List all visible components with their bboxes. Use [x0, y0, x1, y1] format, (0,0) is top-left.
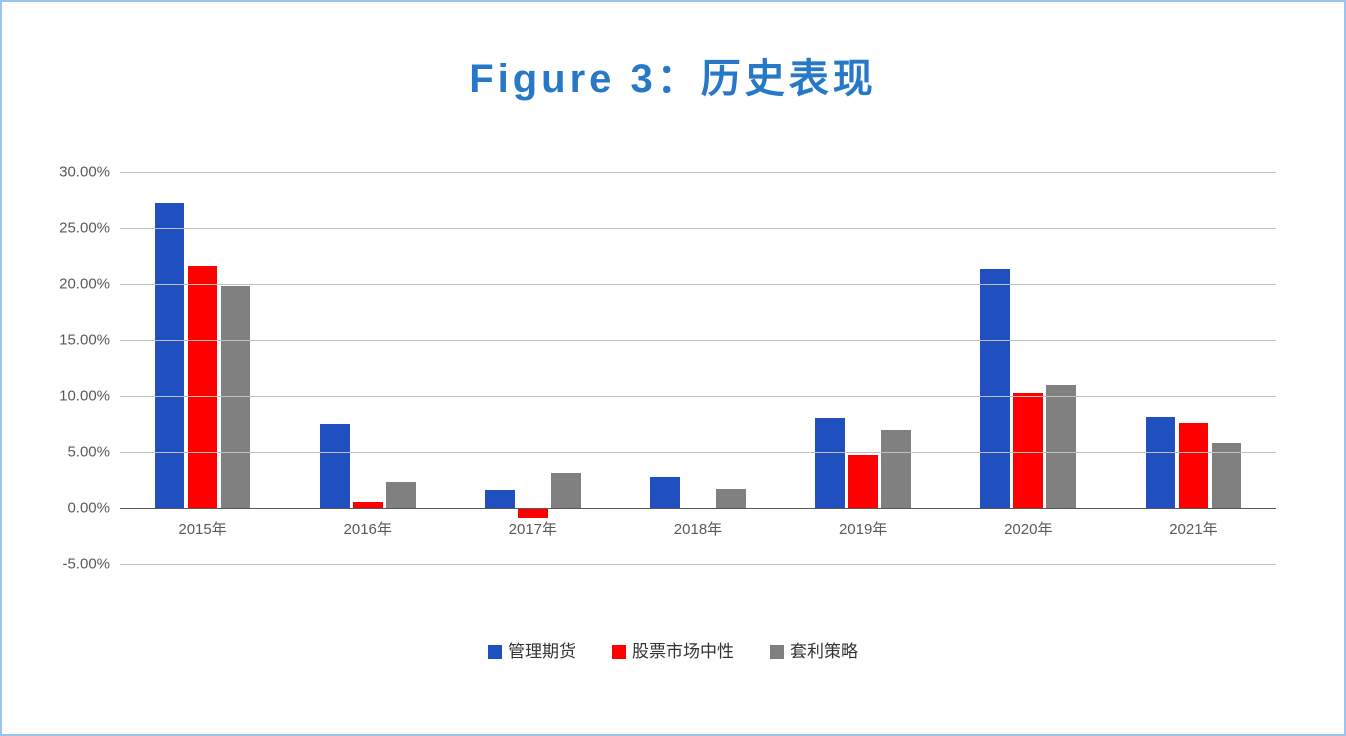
bar — [485, 490, 515, 508]
gridline — [120, 172, 1276, 173]
bar-group: 2017年 — [450, 172, 615, 564]
bar — [1146, 417, 1176, 508]
bar — [881, 430, 911, 508]
gridline — [120, 452, 1276, 453]
bar — [221, 286, 251, 508]
legend-item: 股票市场中性 — [612, 637, 734, 662]
y-tick-label: 25.00% — [50, 220, 110, 237]
bar-group: 2019年 — [781, 172, 946, 564]
bar — [551, 473, 581, 508]
y-tick-label: 0.00% — [50, 500, 110, 517]
y-tick-label: 15.00% — [50, 332, 110, 349]
legend-label: 管理期货 — [508, 642, 576, 661]
bar — [1013, 393, 1043, 508]
axis-zero-line — [120, 508, 1276, 509]
bar — [1179, 423, 1209, 508]
y-tick-label: 30.00% — [50, 164, 110, 181]
bar-group: 2021年 — [1111, 172, 1276, 564]
bar — [980, 269, 1010, 508]
x-tick-label: 2016年 — [285, 518, 450, 539]
legend-label: 股票市场中性 — [632, 642, 734, 661]
bar — [155, 203, 185, 508]
legend: 管理期货 股票市场中性 套利策略 — [50, 637, 1296, 662]
chart-area: 2015年2016年2017年2018年2019年2020年2021年 -5.0… — [50, 152, 1296, 674]
bar — [848, 455, 878, 508]
bar-group: 2018年 — [615, 172, 780, 564]
bar — [386, 482, 416, 508]
legend-swatch — [612, 645, 626, 659]
bar — [650, 477, 680, 508]
y-tick-label: 20.00% — [50, 276, 110, 293]
gridline — [120, 340, 1276, 341]
x-tick-label: 2019年 — [781, 518, 946, 539]
y-tick-label: 5.00% — [50, 444, 110, 461]
bar — [320, 424, 350, 508]
bar — [518, 508, 548, 518]
chart-title: Figure 3：历史表现 — [2, 46, 1344, 104]
gridline — [120, 284, 1276, 285]
bar-groups: 2015年2016年2017年2018年2019年2020年2021年 — [120, 172, 1276, 564]
x-tick-label: 2017年 — [450, 518, 615, 539]
bar — [1046, 385, 1076, 508]
gridline — [120, 396, 1276, 397]
x-tick-label: 2015年 — [120, 518, 285, 539]
bar — [188, 266, 218, 508]
x-tick-label: 2018年 — [615, 518, 780, 539]
bar-group: 2016年 — [285, 172, 450, 564]
gridline — [120, 564, 1276, 565]
legend-swatch — [488, 645, 502, 659]
gridline — [120, 228, 1276, 229]
legend-item: 套利策略 — [770, 637, 858, 662]
x-tick-label: 2021年 — [1111, 518, 1276, 539]
chart-frame: Figure 3：历史表现 2015年2016年2017年2018年2019年2… — [0, 0, 1346, 736]
bar-group: 2015年 — [120, 172, 285, 564]
legend-label: 套利策略 — [790, 642, 858, 661]
bar — [815, 418, 845, 508]
y-tick-label: 10.00% — [50, 388, 110, 405]
bar — [716, 489, 746, 508]
legend-swatch — [770, 645, 784, 659]
legend-item: 管理期货 — [488, 637, 576, 662]
plot-region: 2015年2016年2017年2018年2019年2020年2021年 -5.0… — [120, 172, 1276, 564]
y-tick-label: -5.00% — [50, 556, 110, 573]
bar-group: 2020年 — [946, 172, 1111, 564]
x-tick-label: 2020年 — [946, 518, 1111, 539]
